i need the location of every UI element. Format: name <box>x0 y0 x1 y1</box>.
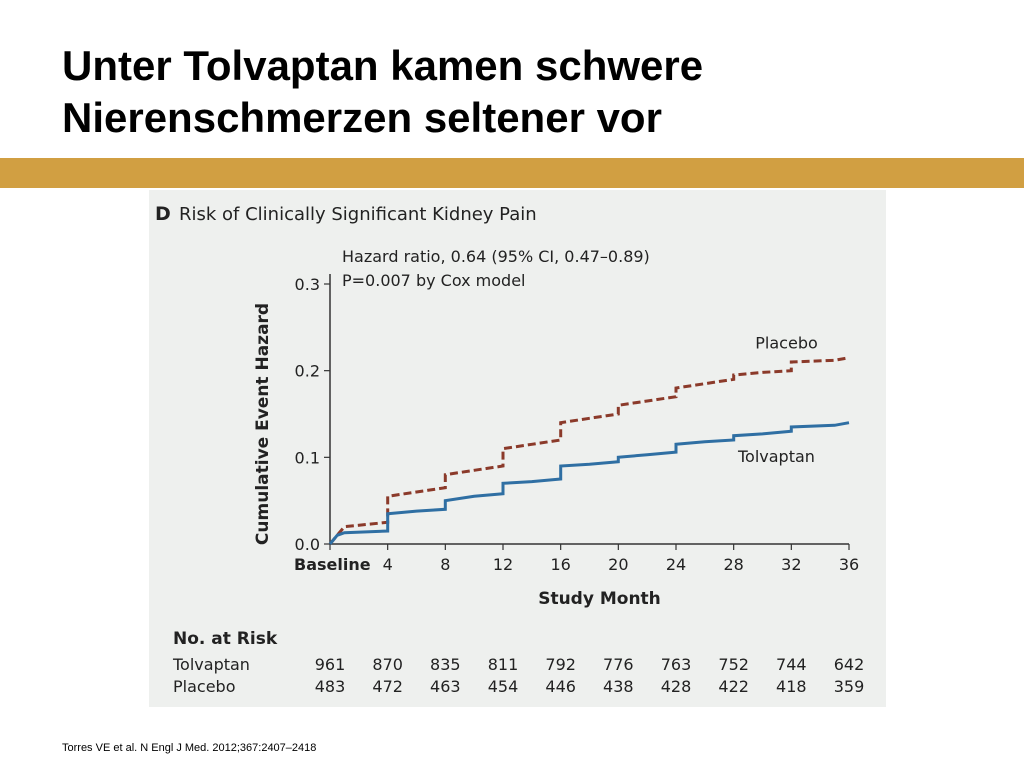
x-tick-label-baseline: Baseline <box>294 555 371 574</box>
risk-table-cell: 811 <box>488 655 519 674</box>
y-tick-label: 0.1 <box>295 448 320 467</box>
x-tick-label: 28 <box>723 555 743 574</box>
risk-table-cell: 763 <box>661 655 692 674</box>
risk-table-cell: 446 <box>545 677 576 696</box>
x-tick-label: 16 <box>550 555 570 574</box>
risk-table-cell: 422 <box>718 677 749 696</box>
risk-table-cell: 454 <box>488 677 519 696</box>
hazard-ratio-text: Hazard ratio, 0.64 (95% CI, 0.47–0.89) <box>342 247 650 266</box>
series-line-tolvaptan <box>328 421 850 545</box>
slide-title-line2: Nierenschmerzen seltener vor <box>62 94 662 141</box>
slide-title: Unter Tolvaptan kamen schwere Nierenschm… <box>62 40 962 144</box>
x-tick-label: 12 <box>493 555 513 574</box>
risk-table-cell: 870 <box>372 655 403 674</box>
slide-title-line1: Unter Tolvaptan kamen schwere <box>62 42 704 89</box>
risk-table-cell: 418 <box>776 677 807 696</box>
series-label-placebo: Placebo <box>755 334 817 353</box>
citation: Torres VE et al. N Engl J Med. 2012;367:… <box>62 742 317 754</box>
y-tick-label: 0.0 <box>295 535 320 554</box>
risk-table-cell: 359 <box>834 677 865 696</box>
series-line-placebo <box>328 356 850 545</box>
risk-table-row-label: Tolvaptan <box>172 655 250 674</box>
risk-table-cell: 792 <box>545 655 576 674</box>
y-tick-label: 0.2 <box>295 362 320 381</box>
risk-table-cell: 961 <box>315 655 346 674</box>
risk-table-header: No. at Risk <box>173 629 278 649</box>
risk-table-cell: 483 <box>315 677 346 696</box>
chart-title: Risk of Clinically Significant Kidney Pa… <box>179 204 537 225</box>
risk-table-cell: 438 <box>603 677 634 696</box>
x-axis-title: Study Month <box>538 589 661 609</box>
x-tick-label: 24 <box>666 555 686 574</box>
x-tick-label: 32 <box>781 555 801 574</box>
risk-table-cell: 472 <box>372 677 403 696</box>
risk-table-row-label: Placebo <box>173 677 235 696</box>
kaplan-meier-chart: D Risk of Clinically Significant Kidney P… <box>155 203 865 696</box>
risk-table-cell: 752 <box>718 655 749 674</box>
risk-table-cell: 835 <box>430 655 461 674</box>
x-tick-label: 4 <box>383 555 393 574</box>
accent-bar <box>0 158 1024 188</box>
risk-table-cell: 463 <box>430 677 461 696</box>
risk-table-cell: 428 <box>661 677 692 696</box>
panel-letter: D <box>155 203 171 225</box>
risk-table-cell: 776 <box>603 655 634 674</box>
figure-panel: D Risk of Clinically Significant Kidney P… <box>149 190 886 707</box>
y-axis-title: Cumulative Event Hazard <box>253 303 273 545</box>
p-value-text: P=0.007 by Cox model <box>342 271 526 290</box>
risk-table-cell: 744 <box>776 655 807 674</box>
risk-table-cell: 642 <box>834 655 865 674</box>
series-label-tolvaptan: Tolvaptan <box>737 447 815 466</box>
y-tick-label: 0.3 <box>295 275 320 294</box>
x-tick-label: 8 <box>440 555 450 574</box>
x-tick-label: 36 <box>839 555 859 574</box>
x-tick-label: 20 <box>608 555 628 574</box>
